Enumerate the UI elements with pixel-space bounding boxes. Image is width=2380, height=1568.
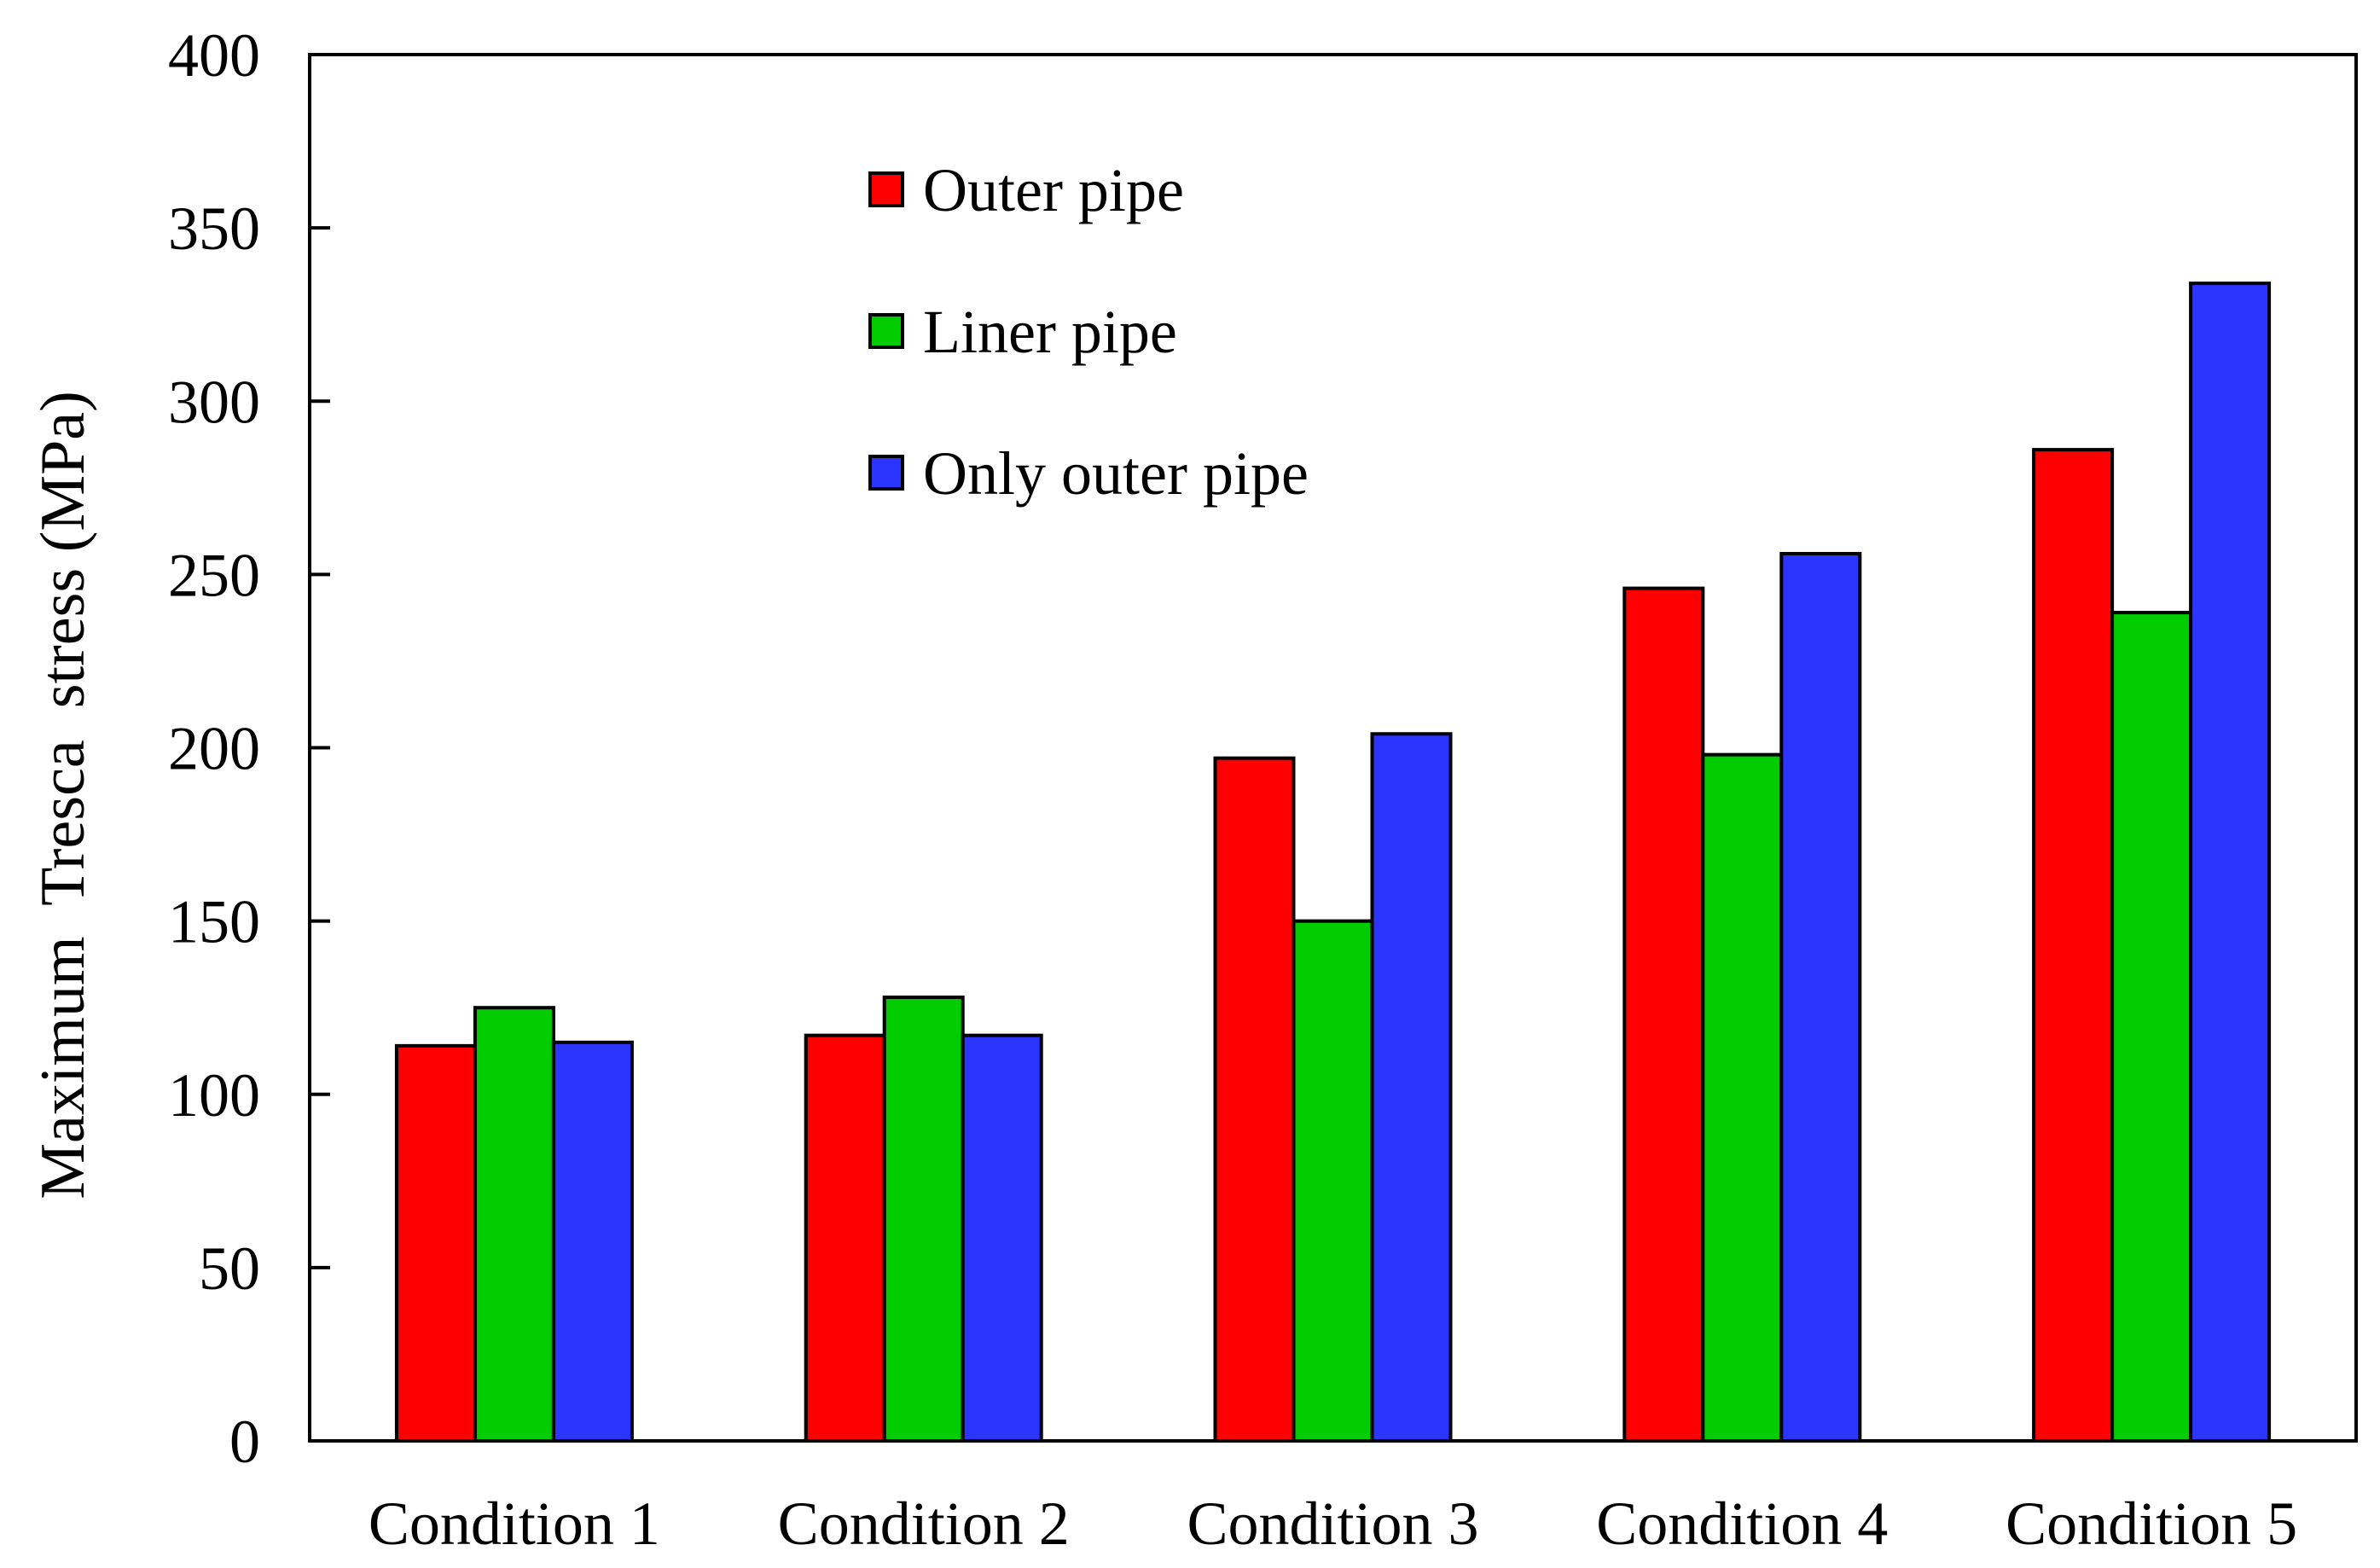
bar-outer-pipe-5 — [2032, 448, 2115, 1443]
bar-outer-pipe-4 — [1622, 586, 1705, 1443]
bar-liner-pipe-4 — [1701, 752, 1784, 1443]
legend-label: Only outer pipe — [923, 439, 1309, 508]
plot-area-frame — [308, 53, 2358, 1443]
bar-only-outer-pipe-1 — [551, 1040, 634, 1443]
y-tick-label: 350 — [168, 195, 260, 263]
bar-liner-pipe-2 — [882, 996, 965, 1443]
legend-swatch — [868, 171, 904, 207]
y-tick-label: 250 — [168, 541, 260, 609]
bars-layer — [394, 282, 2272, 1443]
y-tick-label: 400 — [168, 21, 260, 90]
x-tick-label: Condition 4 — [1596, 1490, 1888, 1558]
y-tick-label: 0 — [229, 1408, 260, 1476]
y-tick-label: 300 — [168, 368, 260, 436]
bar-liner-pipe-5 — [2110, 611, 2193, 1443]
bar-outer-pipe-1 — [394, 1043, 477, 1443]
legend-label: Liner pipe — [923, 298, 1177, 366]
bar-only-outer-pipe-5 — [2189, 282, 2272, 1443]
y-axis-ticks: 0 50 100 150 200 250 300 350 400 — [168, 21, 330, 1476]
x-tick-label: Condition 3 — [1187, 1490, 1478, 1558]
x-tick-label: Condition 1 — [369, 1490, 660, 1558]
legend-swatch — [868, 455, 904, 491]
y-tick-label: 100 — [168, 1061, 260, 1130]
legend: Outer pipe Liner pipe Only outer pipe — [868, 156, 1309, 508]
bar-liner-pipe-3 — [1292, 919, 1374, 1443]
bar-liner-pipe-1 — [473, 1006, 555, 1443]
legend-label: Outer pipe — [923, 156, 1184, 224]
legend-swatch — [868, 313, 904, 349]
y-tick-label: 150 — [168, 888, 260, 956]
y-axis-title: Maximum Tresca stress (MPa) — [28, 391, 98, 1199]
y-tick-label: 200 — [168, 715, 260, 783]
x-tick-label: Condition 5 — [2006, 1490, 2297, 1558]
x-tick-label: Condition 2 — [778, 1490, 1070, 1558]
bar-outer-pipe-2 — [804, 1033, 886, 1443]
bar-only-outer-pipe-3 — [1370, 732, 1453, 1443]
x-axis-labels: Condition 1 Condition 2 Condition 3 Conditi… — [369, 1490, 2297, 1558]
bar-only-outer-pipe-4 — [1779, 552, 1862, 1443]
bar-only-outer-pipe-2 — [961, 1033, 1043, 1443]
y-tick-label: 50 — [199, 1234, 260, 1303]
bar-outer-pipe-3 — [1213, 756, 1296, 1443]
